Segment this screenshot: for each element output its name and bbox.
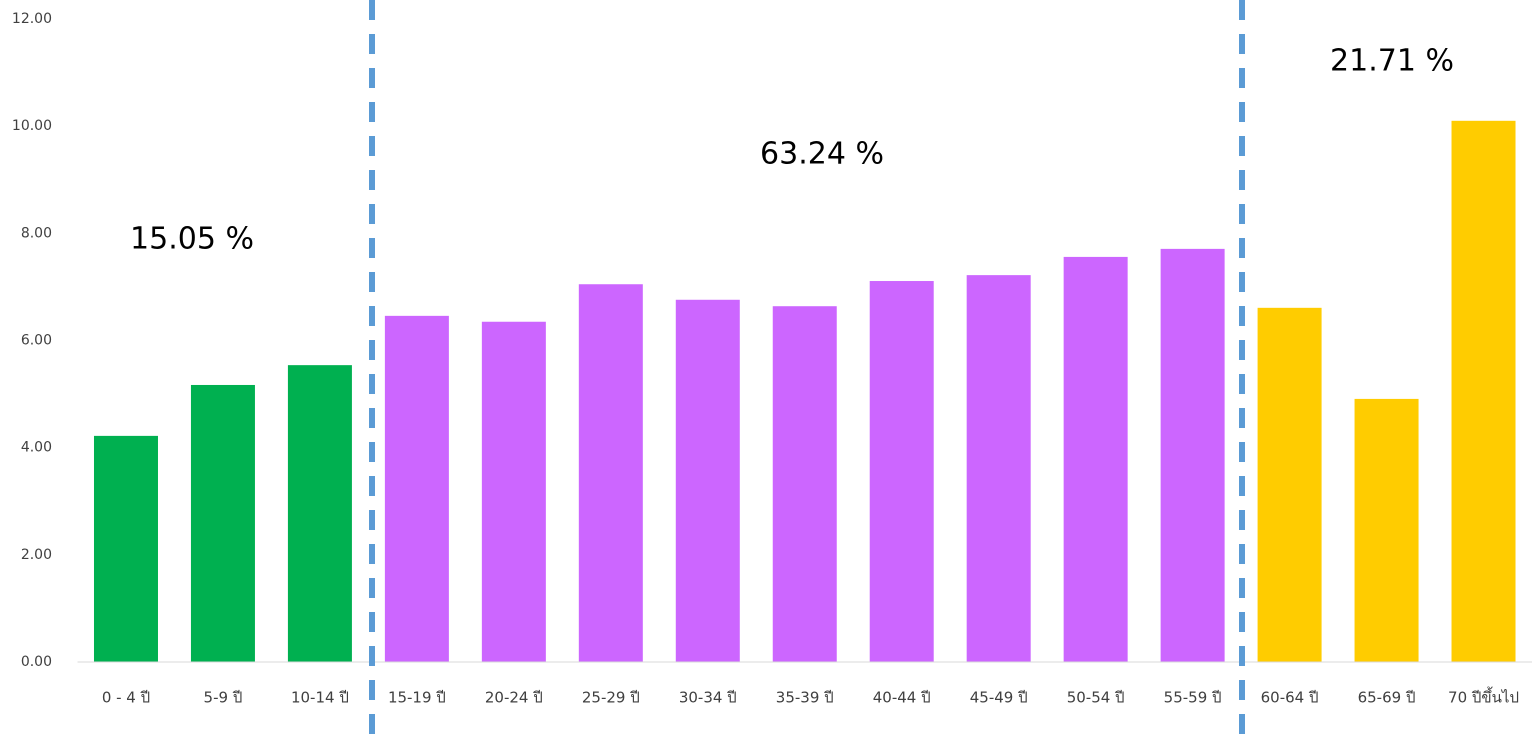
bar — [675, 299, 740, 662]
x-tick-label: 65-69 ปี — [1358, 689, 1416, 707]
bar — [93, 435, 158, 662]
bar — [1257, 307, 1322, 662]
bar — [287, 365, 352, 662]
bar — [772, 306, 837, 662]
y-tick-label: 0.00 — [21, 654, 52, 670]
bar — [578, 284, 643, 662]
x-tick-label: 20-24 ปี — [485, 689, 543, 707]
x-tick-label: 0 - 4 ปี — [102, 689, 150, 707]
bar — [1063, 256, 1128, 662]
x-tick-label: 50-54 ปี — [1067, 689, 1125, 707]
y-tick-label: 12.00 — [12, 11, 52, 27]
bar — [190, 384, 255, 662]
x-tick-label: 5-9 ปี — [204, 689, 243, 707]
bar — [1451, 120, 1516, 662]
x-tick-label: 60-64 ปี — [1261, 689, 1319, 707]
x-tick-label: 45-49 ปี — [970, 689, 1028, 707]
x-tick-label: 70 ปีขึ้นไป — [1448, 687, 1519, 707]
x-tick-label: 35-39 ปี — [776, 689, 834, 707]
x-tick-label: 25-29 ปี — [582, 689, 640, 707]
y-tick-label: 4.00 — [21, 440, 52, 456]
y-tick-label: 10.00 — [12, 118, 52, 134]
x-tick-label: 40-44 ปี — [873, 689, 931, 707]
x-tick-label: 15-19 ปี — [388, 689, 446, 707]
bar — [1354, 398, 1419, 662]
bar — [1160, 248, 1225, 662]
y-tick-label: 8.00 — [21, 225, 52, 241]
bar — [869, 281, 934, 662]
bar — [966, 275, 1031, 662]
y-tick-label: 2.00 — [21, 547, 52, 563]
y-tick-label: 6.00 — [21, 333, 52, 349]
x-tick-label: 55-59 ปี — [1164, 689, 1222, 707]
group-share-label: 63.24 % — [760, 137, 884, 172]
x-tick-label: 30-34 ปี — [679, 689, 737, 707]
group-share-label: 21.71 % — [1330, 44, 1454, 79]
x-tick-label: 10-14 ปี — [291, 689, 349, 707]
group-share-label: 15.05 % — [130, 222, 254, 257]
bar — [481, 321, 546, 662]
bar — [384, 315, 449, 662]
